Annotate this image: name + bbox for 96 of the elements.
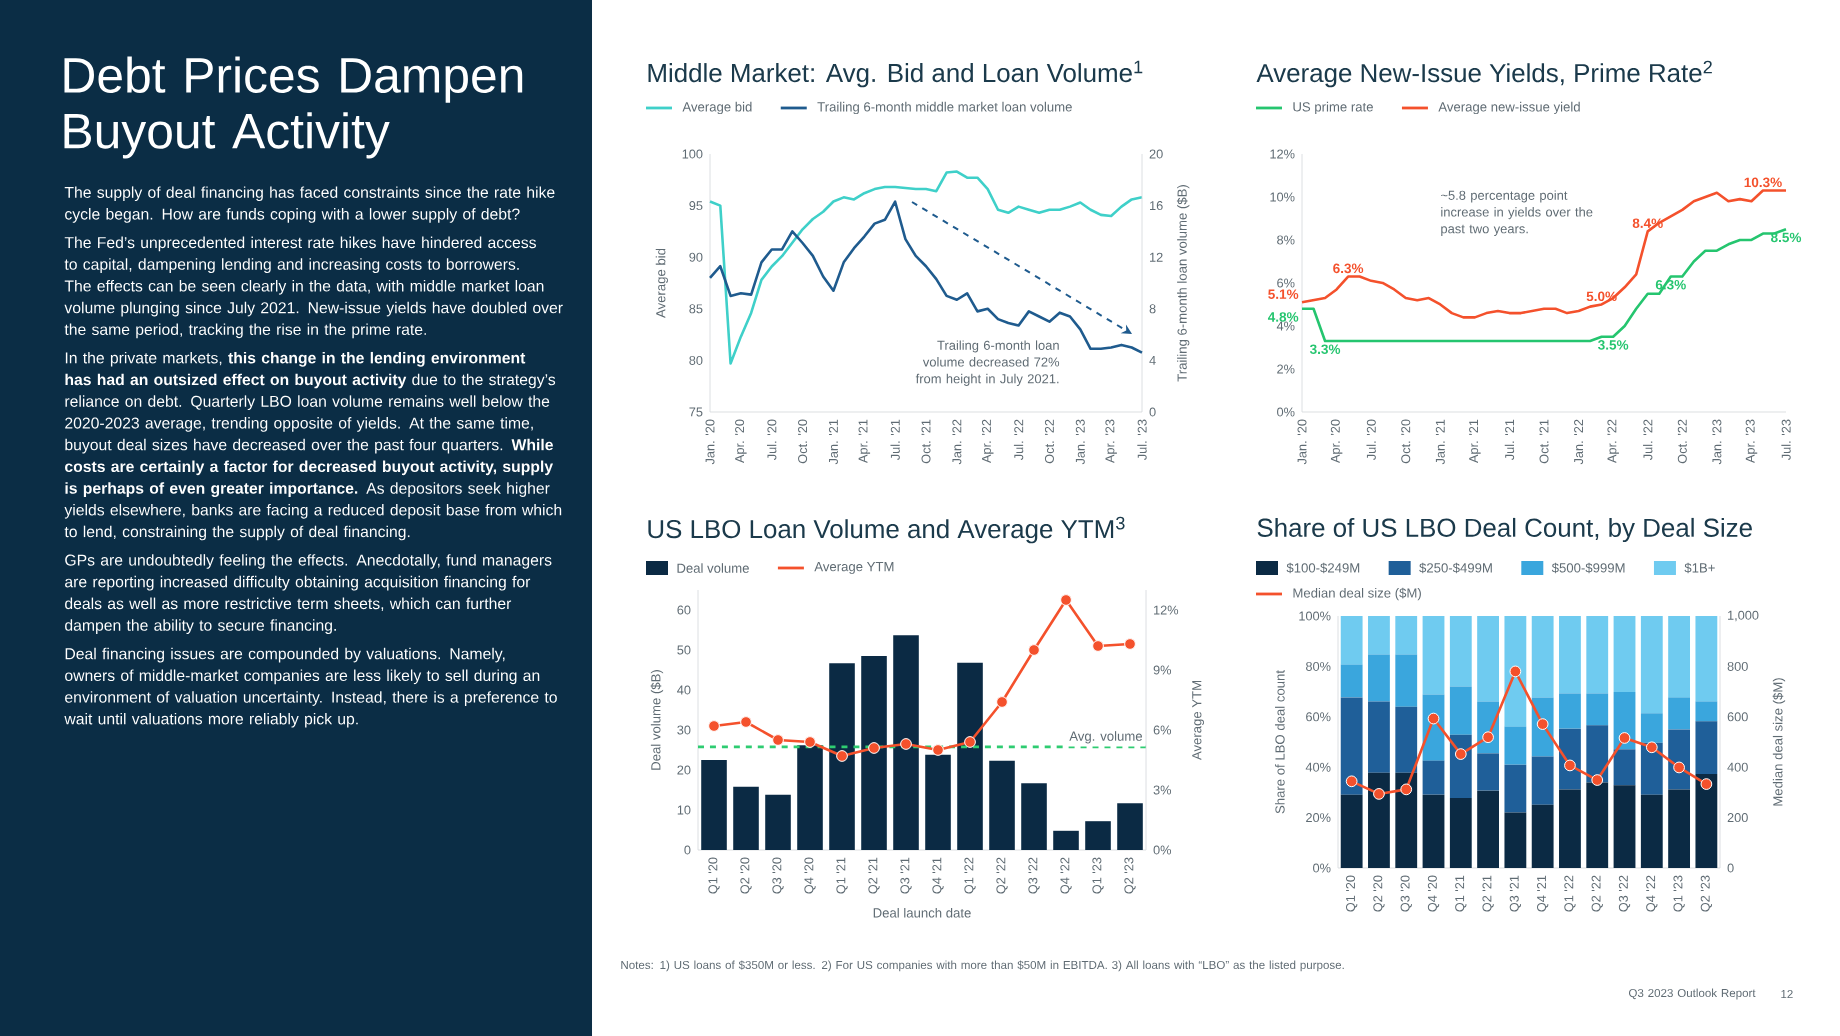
bar xyxy=(1449,797,1472,868)
point xyxy=(1673,761,1685,774)
bar xyxy=(1340,697,1363,795)
point xyxy=(1092,640,1104,652)
bar xyxy=(701,760,727,850)
bar xyxy=(1640,615,1663,714)
bar xyxy=(1531,756,1554,805)
bar xyxy=(893,635,919,850)
bar xyxy=(1668,697,1691,730)
bar xyxy=(1531,804,1554,868)
text: Debt Prices Dampen Buyout Activity xyxy=(64,56,523,159)
bar xyxy=(925,754,951,850)
bar xyxy=(1477,615,1499,702)
chart-title: Middle Market: Avg. Bid and Loan Volume$^{1}$ xyxy=(648,60,1143,88)
bar xyxy=(989,760,1015,850)
bar xyxy=(1504,615,1527,727)
bar xyxy=(1021,783,1047,850)
point xyxy=(1373,788,1385,800)
bar xyxy=(1504,764,1527,813)
bar xyxy=(1422,760,1445,795)
bar xyxy=(861,656,887,850)
bar xyxy=(1613,785,1636,868)
point xyxy=(804,736,816,748)
bar xyxy=(1117,803,1143,850)
chart-title: Average New-Issue Yields, Prime Rate$^{2}$ xyxy=(1256,60,1712,88)
bar xyxy=(1695,701,1718,722)
point xyxy=(1028,644,1040,656)
bar xyxy=(1640,713,1663,743)
bar xyxy=(1695,615,1718,702)
point xyxy=(1509,665,1522,678)
bar xyxy=(1449,615,1472,687)
bar xyxy=(1053,830,1079,850)
bar xyxy=(1559,615,1581,694)
bar xyxy=(1477,790,1499,868)
bar xyxy=(1559,789,1581,868)
bar xyxy=(1586,782,1609,868)
bar xyxy=(829,663,855,850)
chart-title: Share of US LBO Deal Count, by Deal Size xyxy=(1257,517,1752,543)
bar xyxy=(765,794,791,850)
point xyxy=(900,738,912,750)
bar xyxy=(1395,615,1418,655)
line-series xyxy=(708,170,1144,365)
point xyxy=(1564,759,1576,772)
bar xyxy=(1640,794,1663,868)
point xyxy=(1345,775,1358,788)
bar xyxy=(1395,772,1418,868)
point xyxy=(740,716,752,728)
bar xyxy=(1340,794,1363,868)
bar xyxy=(1368,615,1390,655)
bar xyxy=(1477,753,1499,791)
point xyxy=(1482,731,1494,744)
bar xyxy=(1422,615,1445,695)
bar xyxy=(1504,812,1527,868)
bar xyxy=(1586,615,1609,694)
bar xyxy=(1368,701,1390,773)
point xyxy=(1618,732,1631,744)
bar xyxy=(733,786,759,850)
bar xyxy=(1395,706,1418,773)
bar xyxy=(1504,726,1527,765)
point xyxy=(1400,783,1413,796)
point xyxy=(772,734,784,746)
bar xyxy=(1449,686,1472,735)
bar xyxy=(1586,693,1609,726)
point xyxy=(996,696,1008,708)
point xyxy=(932,744,944,756)
bar xyxy=(1395,654,1418,707)
bar xyxy=(1368,654,1390,702)
bar xyxy=(1340,664,1363,698)
bar xyxy=(1613,749,1636,786)
point xyxy=(1124,638,1136,650)
point xyxy=(1645,741,1658,754)
point xyxy=(708,720,720,732)
point xyxy=(1591,774,1604,786)
point xyxy=(836,750,848,762)
bar xyxy=(957,662,983,850)
bar xyxy=(1340,615,1363,665)
point xyxy=(868,742,880,754)
point xyxy=(1427,712,1440,725)
line-series xyxy=(708,200,1144,354)
chart-title: US LBO Loan Volume and Average YTM$^{3}$ xyxy=(648,516,1125,544)
point xyxy=(1536,718,1549,730)
point xyxy=(1060,594,1072,606)
bar xyxy=(1422,794,1445,868)
bar xyxy=(1668,789,1691,868)
point xyxy=(1454,748,1467,760)
bar xyxy=(1368,772,1390,868)
bar xyxy=(1695,721,1718,774)
bar xyxy=(1613,615,1636,693)
bar xyxy=(1559,693,1581,729)
bar xyxy=(1531,615,1554,698)
bar xyxy=(1668,615,1691,698)
bar xyxy=(1085,821,1111,850)
point xyxy=(964,736,976,748)
bar xyxy=(797,745,823,850)
point xyxy=(1700,778,1713,790)
bar xyxy=(1695,774,1718,868)
